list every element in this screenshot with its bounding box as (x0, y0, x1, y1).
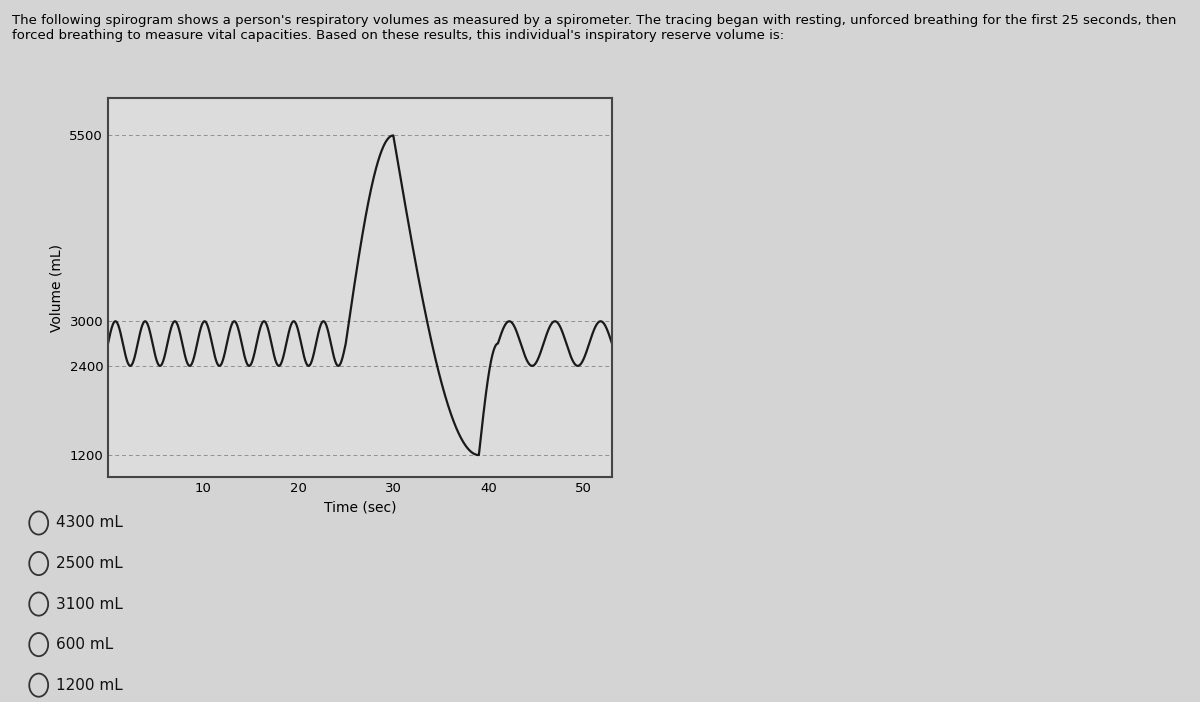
Text: 600 mL: 600 mL (55, 637, 113, 652)
Text: 4300 mL: 4300 mL (55, 515, 122, 531)
Text: The following spirogram shows a person's respiratory volumes as measured by a sp: The following spirogram shows a person's… (12, 14, 1176, 42)
X-axis label: Time (sec): Time (sec) (324, 501, 396, 515)
Y-axis label: Volume (mL): Volume (mL) (50, 244, 64, 332)
Text: 3100 mL: 3100 mL (55, 597, 122, 611)
Text: 2500 mL: 2500 mL (55, 556, 122, 571)
Text: 1200 mL: 1200 mL (55, 677, 122, 693)
